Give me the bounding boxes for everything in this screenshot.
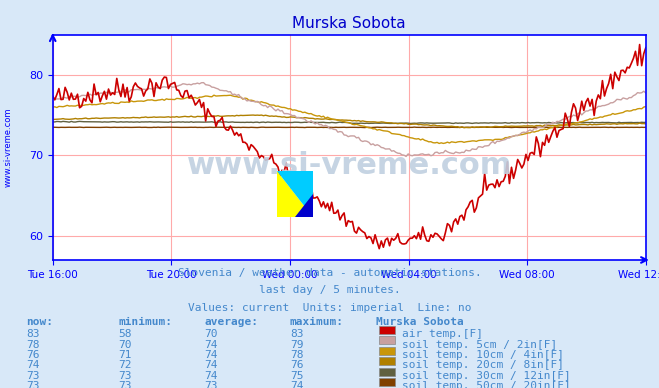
Text: now:: now:	[26, 317, 53, 327]
Bar	[379, 368, 395, 376]
Bar	[379, 336, 395, 344]
Text: 72: 72	[119, 360, 132, 371]
Text: 70: 70	[204, 329, 217, 339]
Text: maximum:: maximum:	[290, 317, 344, 327]
Text: 73: 73	[26, 381, 40, 388]
Text: 74: 74	[26, 360, 40, 371]
Text: 74: 74	[204, 350, 217, 360]
Text: 83: 83	[290, 329, 303, 339]
Text: soil temp. 20cm / 8in[F]: soil temp. 20cm / 8in[F]	[402, 360, 564, 371]
Text: www.si-vreme.com: www.si-vreme.com	[3, 108, 13, 187]
Text: 58: 58	[119, 329, 132, 339]
Text: soil temp. 30cm / 12in[F]: soil temp. 30cm / 12in[F]	[402, 371, 571, 381]
Text: 74: 74	[204, 340, 217, 350]
Text: 74: 74	[290, 381, 303, 388]
Text: 75: 75	[290, 371, 303, 381]
Text: 71: 71	[119, 350, 132, 360]
Text: 74: 74	[204, 371, 217, 381]
Text: Slovenia / weather data - automatic stations.: Slovenia / weather data - automatic stat…	[178, 268, 481, 278]
Text: 74: 74	[204, 360, 217, 371]
Bar	[379, 378, 395, 386]
Polygon shape	[277, 171, 313, 217]
Title: Murska Sobota: Murska Sobota	[293, 16, 406, 31]
Text: soil temp. 10cm / 4in[F]: soil temp. 10cm / 4in[F]	[402, 350, 564, 360]
Bar	[379, 357, 395, 365]
Text: www.si-vreme.com: www.si-vreme.com	[186, 151, 512, 180]
Text: Murska Sobota: Murska Sobota	[376, 317, 463, 327]
Polygon shape	[277, 171, 313, 217]
Text: average:: average:	[204, 317, 258, 327]
Text: 79: 79	[290, 340, 303, 350]
Text: 78: 78	[290, 350, 303, 360]
Text: 73: 73	[119, 381, 132, 388]
Text: 73: 73	[26, 371, 40, 381]
Text: 70: 70	[119, 340, 132, 350]
Text: soil temp. 50cm / 20in[F]: soil temp. 50cm / 20in[F]	[402, 381, 571, 388]
Bar	[379, 326, 395, 334]
Text: 76: 76	[26, 350, 40, 360]
Polygon shape	[295, 194, 313, 217]
Text: 73: 73	[119, 371, 132, 381]
Text: minimum:: minimum:	[119, 317, 173, 327]
Text: 76: 76	[290, 360, 303, 371]
Text: 83: 83	[26, 329, 40, 339]
Bar	[379, 347, 395, 355]
Text: air temp.[F]: air temp.[F]	[402, 329, 483, 339]
Text: last day / 5 minutes.: last day / 5 minutes.	[258, 286, 401, 295]
Text: 78: 78	[26, 340, 40, 350]
Text: soil temp. 5cm / 2in[F]: soil temp. 5cm / 2in[F]	[402, 340, 558, 350]
Text: 73: 73	[204, 381, 217, 388]
Text: Values: current  Units: imperial  Line: no: Values: current Units: imperial Line: no	[188, 303, 471, 313]
